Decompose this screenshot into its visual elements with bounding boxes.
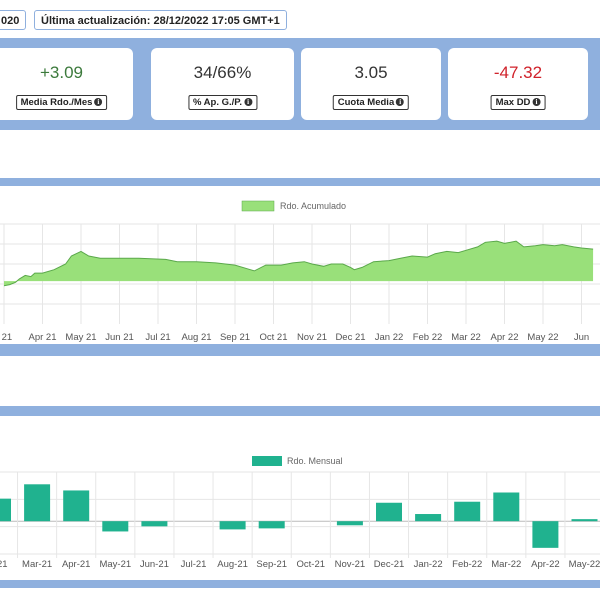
x-tick-label: Feb 22	[413, 332, 443, 343]
bar-May-22	[571, 519, 598, 522]
x-tick-label: Oct-21	[297, 559, 326, 570]
kpi-card-avg-month: +3.09 Media Rdo./Mes i	[0, 48, 133, 120]
x-tick-label: May 21	[65, 332, 96, 343]
x-tick-label: Apr 22	[491, 332, 519, 343]
bar-Mar-21	[24, 484, 51, 522]
bar-Jan-22	[415, 514, 442, 522]
x-tick-label: Mar-22	[491, 559, 521, 570]
kpi-value: 34/66%	[193, 63, 252, 82]
bar-Sep-21	[258, 521, 285, 529]
kpi-label[interactable]: Max DD i	[490, 95, 546, 110]
x-tick-label: May-22	[569, 559, 600, 570]
legend-swatch	[252, 456, 282, 466]
kpi-value: +3.09	[39, 63, 83, 82]
x-tick-label: Sep 21	[220, 332, 250, 343]
kpi-card-avg-odds: 3.05 Cuota Media i	[301, 48, 441, 120]
bar-Dec-21	[376, 502, 402, 522]
x-tick-label: Jul-21	[181, 559, 207, 570]
kpi-label-text: Media Rdo./Mes	[20, 97, 93, 108]
info-icon[interactable]: i	[396, 98, 405, 107]
kpi-label[interactable]: Cuota Media i	[332, 95, 410, 110]
x-tick-label: Jun-21	[140, 559, 169, 570]
x-tick-label: Aug-21	[217, 559, 248, 570]
legend-swatch	[241, 200, 275, 212]
chart2-top-band	[0, 406, 600, 416]
cumulative-chart[interactable]: Rdo. Acumulado r 21 Apr 21 May 21 Jun 21 Jul …	[0, 186, 600, 344]
kpi-label-text: Cuota Media	[337, 97, 395, 108]
x-tick-label: Dec 21	[335, 332, 365, 343]
bar-Feb-22	[454, 501, 481, 522]
kpi-label[interactable]: % Ap. G./P. i	[187, 95, 258, 110]
kpi-card-max-dd: -47.32 Max DD i	[448, 48, 588, 120]
date-chip[interactable]: 020	[0, 10, 27, 30]
kpi-label-text: % Ap. G./P.	[192, 97, 243, 108]
x-tick-label: Mar 22	[451, 332, 481, 343]
x-tick-label: r 21	[0, 332, 12, 343]
kpi-label-text: Max DD	[495, 97, 531, 108]
chart1-top-band	[0, 178, 600, 186]
x-tick-label: Jan-22	[414, 559, 443, 570]
x-tick-label: Feb-22	[452, 559, 482, 570]
x-tick-label: Dec-21	[374, 559, 405, 570]
kpi-value: -47.32	[493, 63, 543, 82]
x-tick-label: Mar-21	[22, 559, 52, 570]
bar-Mar-22	[493, 492, 520, 522]
area-line	[3, 240, 594, 287]
x-tick-label: Nov 21	[297, 332, 327, 343]
kpi-value: 3.05	[354, 63, 388, 82]
bar-Aug-21	[219, 521, 246, 530]
x-tick-label: Aug 21	[181, 332, 211, 343]
info-icon[interactable]: i	[244, 98, 253, 107]
x-tick-label: Oct 21	[260, 332, 288, 343]
last-update-chip: Última actualización: 28/12/2022 17:05 G…	[34, 10, 287, 30]
x-tick-label: Jul 21	[145, 332, 170, 343]
x-tick-label: May-21	[99, 559, 131, 570]
area-fill	[4, 241, 594, 286]
x-tick-label: b-21	[0, 559, 8, 570]
legend-label: Rdo. Acumulado	[280, 201, 346, 211]
bar-Jun-21	[141, 521, 168, 527]
x-tick-label: Apr-22	[531, 559, 560, 570]
x-tick-label: Nov-21	[335, 559, 366, 570]
chart1-bottom-band	[0, 344, 600, 356]
chart2-bottom-band	[0, 580, 600, 588]
info-icon[interactable]: i	[532, 98, 541, 107]
x-tick-label: Apr 21	[29, 332, 57, 343]
x-tick-label: Jun 21	[105, 332, 134, 343]
x-tick-label: Sep-21	[256, 559, 287, 570]
bar-Apr-21	[63, 490, 90, 522]
bar-Apr-22	[532, 521, 559, 548]
x-tick-label: May 22	[527, 332, 558, 343]
bar-Nov-21	[336, 521, 363, 526]
info-icon[interactable]: i	[94, 98, 103, 107]
kpi-label[interactable]: Media Rdo./Mes i	[15, 95, 108, 110]
chart2-panel: Rdo. Mensual b-21 Mar-21 Apr-21 May-21 Jun-21…	[0, 416, 600, 580]
monthly-chart[interactable]: Rdo. Mensual b-21 Mar-21 Apr-21 May-21 Jun-21…	[0, 416, 600, 580]
bar-b-21	[0, 498, 11, 522]
bar-May-21	[102, 521, 129, 532]
x-tick-label: Jun	[574, 332, 589, 343]
kpi-card-win-loss: 34/66% % Ap. G./P. i	[151, 48, 294, 120]
x-tick-label: Apr-21	[62, 559, 91, 570]
x-tick-label: Jan 22	[375, 332, 404, 343]
chart1-panel: Rdo. Acumulado r 21 Apr 21 May 21 Jun 21 Jul …	[0, 186, 600, 344]
legend-label: Rdo. Mensual	[287, 456, 343, 466]
